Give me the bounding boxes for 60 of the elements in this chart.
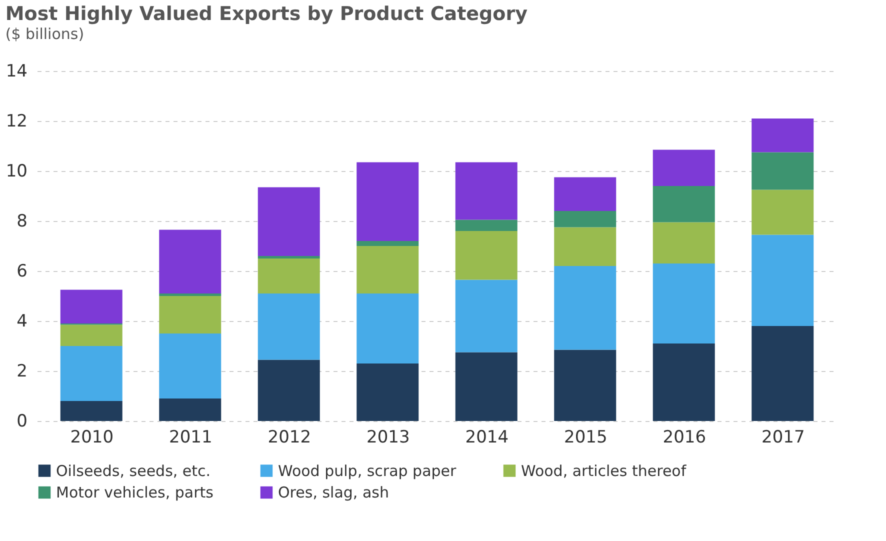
x-tick-label: 2013 (366, 428, 410, 448)
bar (258, 187, 320, 256)
bar (356, 294, 419, 364)
x-tick-label: 2014 (465, 428, 509, 448)
y-tick-label: 12 (6, 112, 28, 132)
x-tick-label: 2017 (761, 428, 805, 448)
bar (60, 346, 122, 401)
bar (159, 398, 222, 421)
x-tick-label: 2015 (564, 428, 608, 448)
bar (752, 152, 814, 190)
x-tick-label: 2012 (268, 428, 312, 448)
chart-subtitle: ($ billions) (5, 25, 84, 43)
x-tick-label: 2011 (168, 428, 212, 448)
bar (752, 190, 814, 235)
bar (60, 324, 122, 346)
legend-label: Oilseeds, seeds, etc. (56, 462, 211, 480)
bar (455, 220, 518, 231)
legend-label: Ores, slag, ash (278, 484, 389, 502)
bar (752, 118, 814, 152)
y-tick-label: 14 (6, 62, 28, 82)
bar (554, 211, 616, 228)
y-tick-label: 2 (16, 362, 28, 382)
x-tick-label: 2016 (662, 428, 706, 448)
bar (60, 290, 122, 324)
bar (554, 177, 616, 211)
bar (652, 344, 715, 421)
bar (652, 264, 715, 344)
bar (752, 234, 814, 326)
bar (455, 352, 518, 421)
bar (455, 162, 518, 220)
bar (652, 150, 715, 186)
bar (455, 231, 518, 280)
bar (554, 227, 616, 266)
bar (258, 360, 320, 421)
y-tick-label: 6 (16, 262, 28, 282)
bar (356, 246, 419, 294)
chart-title: Most Highly Valued Exports by Product Category (5, 3, 528, 25)
bar (258, 294, 320, 360)
bar (258, 258, 320, 294)
bar (652, 222, 715, 264)
bar (752, 326, 814, 421)
bar (356, 241, 419, 246)
y-tick-label: 0 (16, 412, 28, 432)
bar (159, 230, 222, 294)
bar (356, 162, 419, 241)
bar (356, 364, 419, 421)
x-tick-label: 2010 (70, 428, 114, 448)
bar (554, 266, 616, 350)
y-tick-label: 4 (16, 312, 28, 332)
bar (159, 334, 222, 398)
y-tick-label: 8 (16, 212, 28, 232)
legend-label: Motor vehicles, parts (56, 484, 214, 502)
bar (554, 350, 616, 421)
bar (159, 296, 222, 334)
legend-label: Wood, articles thereof (521, 462, 687, 480)
bar (455, 280, 518, 352)
legend-label: Wood pulp, scrap paper (278, 462, 458, 480)
bar (652, 186, 715, 222)
y-tick-label: 10 (6, 162, 28, 182)
bar (60, 401, 122, 421)
